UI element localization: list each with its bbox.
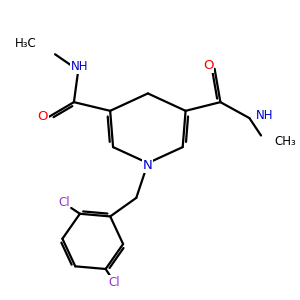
- Text: O: O: [38, 110, 48, 123]
- Text: Cl: Cl: [58, 196, 70, 209]
- Text: N: N: [143, 159, 153, 172]
- Text: O: O: [203, 59, 214, 72]
- Text: NH: NH: [256, 109, 273, 122]
- Text: NH: NH: [71, 60, 88, 73]
- Text: H₃C: H₃C: [14, 37, 36, 50]
- Text: CH₃: CH₃: [274, 135, 296, 148]
- Text: Cl: Cl: [109, 275, 120, 289]
